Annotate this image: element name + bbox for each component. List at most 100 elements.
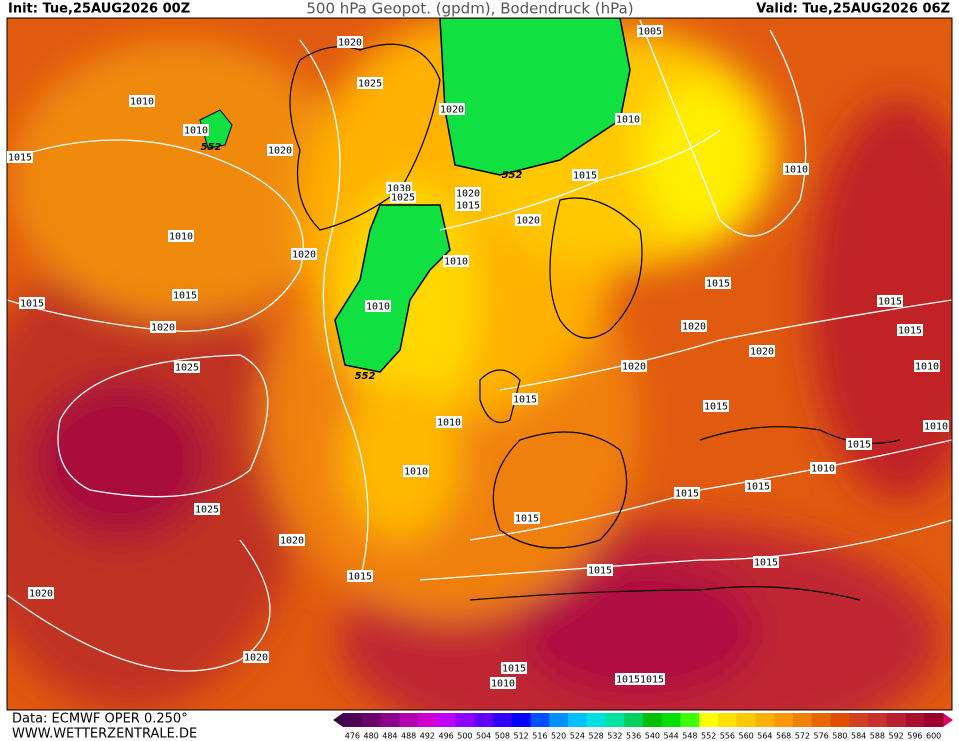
colorbar-cell — [643, 713, 663, 727]
isobar-label-box — [621, 360, 647, 372]
isobar-label: 1015 — [573, 171, 597, 182]
isobar-label-box — [7, 151, 33, 163]
isobar-label-box — [703, 400, 729, 412]
colorbar-cell — [455, 713, 475, 727]
colorbar-label: 568 — [776, 732, 791, 741]
isobar-label-box — [615, 113, 641, 125]
isobar-label: 1015 — [588, 566, 612, 577]
colorbar-label: 476 — [345, 732, 360, 741]
colorbar-label: 544 — [663, 732, 678, 741]
colorbar-cell — [755, 713, 775, 727]
colorbar-label: 576 — [813, 732, 828, 741]
isobar-label-box — [439, 103, 465, 115]
map-title: 500 hPa Geopot. (gpdm), Bodendruck (hPa) — [306, 0, 633, 18]
colorbar-cell — [511, 713, 531, 727]
colorbar-label: 564 — [757, 732, 772, 741]
isobar-label: 1015 — [706, 279, 730, 290]
isobar-label: 1010 — [811, 464, 835, 475]
isobar-label: 1020 — [682, 322, 706, 333]
init-time: Init: Tue,25AUG2026 00Z — [8, 2, 190, 17]
map-field — [7, 18, 952, 710]
colorbar-cell — [905, 713, 925, 727]
colorbar-label: 484 — [382, 732, 397, 741]
colorbar-cell — [380, 713, 400, 727]
colorbar-arrow — [943, 713, 953, 727]
isobar-label: 1015 — [20, 299, 44, 310]
colorbar-cell — [361, 713, 381, 727]
isobar-label: 1020 — [622, 362, 646, 373]
colorbar-cell — [418, 713, 438, 727]
colorbar-cell — [568, 713, 588, 727]
contour-label: 552 — [502, 170, 523, 181]
isobar-label: 1020 — [151, 323, 175, 334]
colorbar-cell — [436, 713, 456, 727]
isobar-label: 1010 — [616, 115, 640, 126]
isobar-label-box — [923, 420, 949, 432]
colorbar-cell — [830, 713, 850, 727]
isobar-label-box — [512, 393, 538, 405]
colorbar-cell — [530, 713, 550, 727]
isobar-label-box — [877, 295, 903, 307]
colorbar-cell — [924, 713, 944, 727]
colorbar-label: 532 — [607, 732, 622, 741]
colorbar-cell — [774, 713, 794, 727]
colorbar-label: 592 — [888, 732, 903, 741]
colorbar-label: 588 — [870, 732, 885, 741]
isobar-label-box — [515, 214, 541, 226]
colorbar-cell — [868, 713, 888, 727]
isobar-label-box — [753, 556, 779, 568]
isobar-label: 1015 — [513, 395, 537, 406]
isobar-label: 1015 — [640, 675, 664, 686]
isobar-label-box — [390, 191, 416, 203]
isobar-label: 1015 — [348, 572, 372, 583]
isobar-label: 1015 — [456, 201, 480, 212]
isobar-label: 1020 — [292, 250, 316, 261]
colorbar-cell — [849, 713, 869, 727]
isobar-label-box — [28, 587, 54, 599]
colorbar-cell — [605, 713, 625, 727]
isobar-label: 1030 — [387, 184, 411, 195]
isobar-label-box — [455, 187, 481, 199]
isobar-label: 1010 — [491, 679, 515, 690]
data-source: Data: ECMWF OPER 0.250° — [12, 712, 188, 727]
isobar-label-box — [403, 465, 429, 477]
isobar-label-box — [681, 320, 707, 332]
isobar-label: 1015 — [515, 514, 539, 525]
contour-label: 552 — [355, 371, 376, 382]
colorbar-label: 492 — [420, 732, 435, 741]
colorbar-label: 584 — [851, 732, 866, 741]
isobar-label-box — [897, 324, 923, 336]
colorbar-label: 516 — [532, 732, 547, 741]
isobar-label-box — [637, 25, 663, 37]
isobar-label: 1020 — [516, 216, 540, 227]
isobar-label: 1015 — [847, 440, 871, 451]
colorbar-label: 520 — [551, 732, 566, 741]
isobar-label-box — [168, 230, 194, 242]
isobar-label: 1025 — [195, 505, 219, 516]
isobar-label-box — [129, 95, 155, 107]
colorbar-label: 572 — [795, 732, 810, 741]
isobar-label: 1020 — [338, 38, 362, 49]
valid-time: Valid: Tue,25AUG2026 06Z — [756, 2, 950, 17]
isobar-label: 1015 — [898, 326, 922, 337]
isobar-label: 1020 — [280, 536, 304, 547]
isobar-label-box — [572, 169, 598, 181]
colorbar-label: 524 — [570, 732, 585, 741]
isobar-label-box — [783, 163, 809, 175]
colorbar-label: 488 — [401, 732, 416, 741]
isobar-label: 1020 — [268, 146, 292, 157]
colorbar-label: 580 — [832, 732, 847, 741]
colorbar-label: 548 — [682, 732, 697, 741]
website: WWW.WETTERZENTRALE.DE — [12, 727, 197, 741]
isobar-label-box — [150, 321, 176, 333]
isobar-label: 1010 — [169, 232, 193, 243]
isobar-label-box — [749, 345, 775, 357]
isobar-label: 1020 — [456, 189, 480, 200]
colorbar-cell — [699, 713, 719, 727]
isobar-label: 1015 — [173, 291, 197, 302]
isobar-label: 1015 — [8, 153, 32, 164]
isobar-label: 1010 — [924, 422, 948, 433]
isobar-label: 1015 — [675, 489, 699, 500]
colorbar-label: 508 — [495, 732, 510, 741]
